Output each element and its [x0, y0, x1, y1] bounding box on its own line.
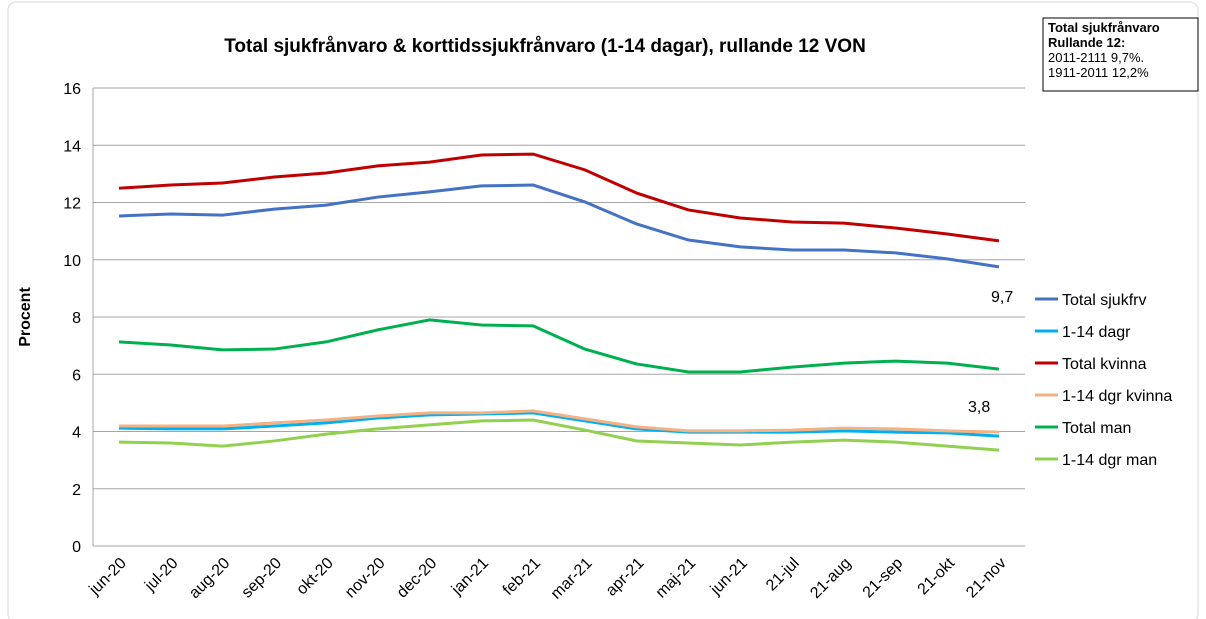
y-tick-label: 6	[72, 367, 81, 384]
legend-label: Total sjukfrv	[1062, 292, 1146, 309]
annotation: 3,8	[968, 399, 990, 416]
info-line: Rullande 12:	[1048, 35, 1125, 50]
y-axis-label: Procent	[17, 287, 34, 347]
info-box: Total sjukfrånvaro Rullande 12: 2011-211…	[1042, 17, 1199, 92]
chart-frame	[7, 1, 1199, 619]
legend-label: 1-14 dagr	[1062, 324, 1131, 341]
y-tick-label: 16	[63, 81, 81, 98]
chart-title: Total sjukfrånvaro & korttidssjukfrånvar…	[224, 36, 866, 57]
y-tick-label: 2	[72, 482, 81, 499]
y-tick-label: 12	[63, 196, 81, 213]
legend-label: 1-14 dgr kvinna	[1062, 388, 1172, 405]
info-box-frame	[1042, 17, 1199, 92]
line-series	[118, 418, 1000, 452]
line-series	[118, 411, 1000, 438]
info-line: Total sjukfrånvaro	[1048, 20, 1160, 35]
legend-label: Total kvinna	[1062, 356, 1147, 373]
line-series	[118, 318, 1000, 374]
line-series	[119, 409, 1000, 434]
info-line: 2011-2111 9,7%.	[1048, 50, 1144, 65]
y-tick-label: 8	[72, 310, 81, 327]
y-tick-label: 10	[63, 253, 81, 270]
y-tick-label: 14	[63, 138, 81, 155]
annotation: 9,7	[991, 289, 1013, 306]
line-series	[118, 152, 1000, 243]
legend-label: Total man	[1062, 420, 1131, 437]
y-tick-label: 4	[72, 425, 81, 442]
line-series	[118, 183, 1000, 269]
legend-label: 1-14 dgr man	[1062, 452, 1157, 469]
info-line: 1911-2011 12,2%	[1048, 65, 1149, 80]
y-tick-label: 0	[72, 539, 81, 556]
